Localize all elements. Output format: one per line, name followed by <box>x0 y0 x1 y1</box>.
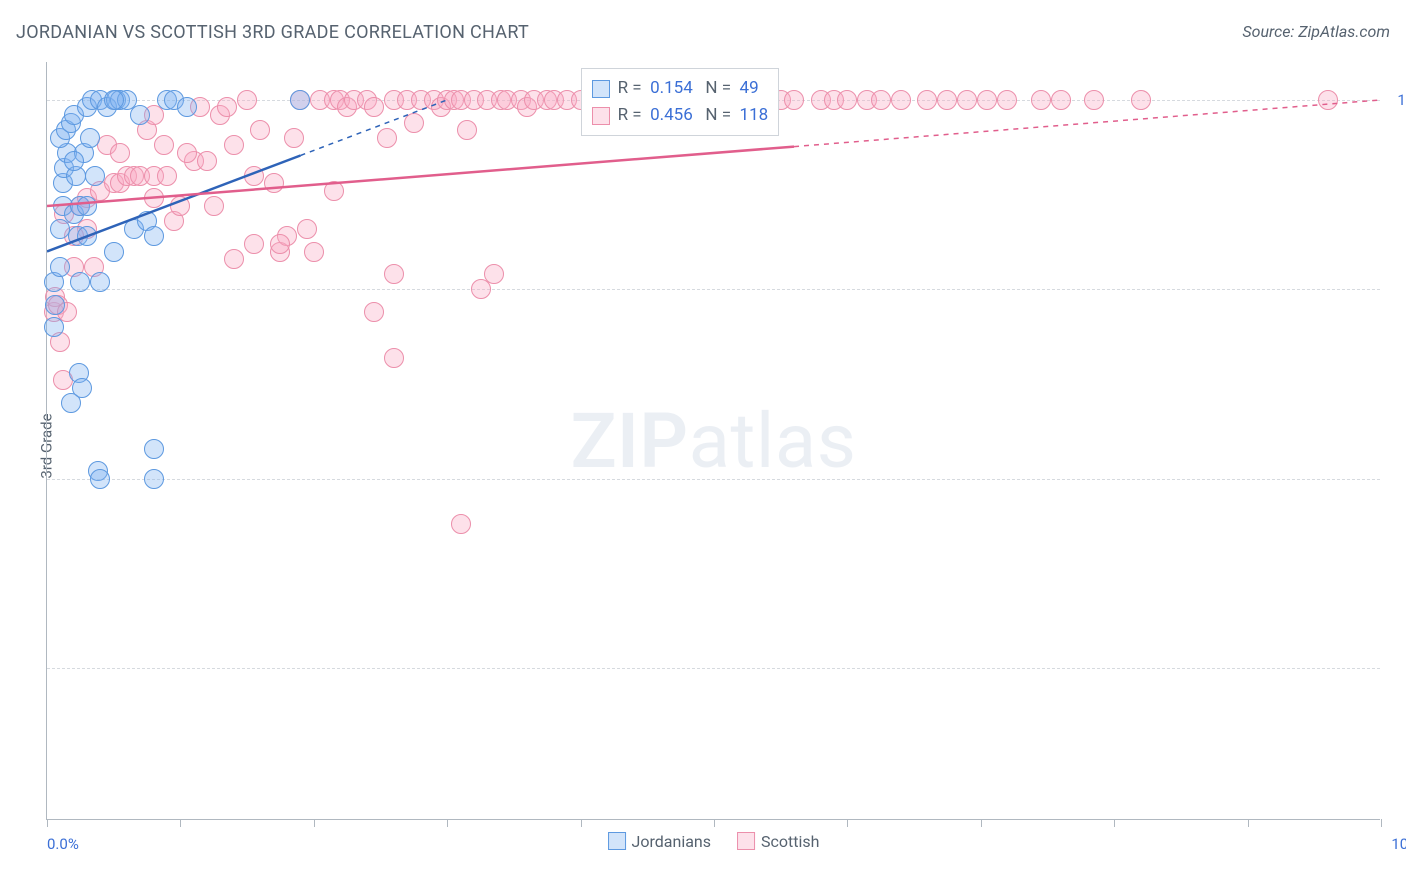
chart-header: JORDANIAN VS SCOTTISH 3RD GRADE CORRELAT… <box>16 22 1390 50</box>
data-point <box>50 257 70 277</box>
legend-swatch <box>608 832 626 850</box>
gridline <box>47 668 1380 669</box>
y-tick-label: 95.0% <box>1386 470 1406 488</box>
legend-item: Jordanians <box>608 832 711 851</box>
x-min-label: 0.0% <box>47 835 79 853</box>
scatter-plot: ZIPatlas 92.5%95.0%97.5%100.0%0.0%100.0%… <box>46 62 1380 820</box>
gridline <box>47 479 1380 480</box>
data-point <box>144 188 164 208</box>
data-point <box>70 272 90 292</box>
legend-swatch <box>737 832 755 850</box>
x-tick <box>1114 819 1115 827</box>
data-point <box>90 272 110 292</box>
data-point <box>64 151 84 171</box>
data-point <box>61 393 81 413</box>
data-point <box>471 279 491 299</box>
data-point <box>177 97 197 117</box>
data-point <box>177 143 197 163</box>
data-point <box>244 166 264 186</box>
data-point <box>977 90 997 110</box>
data-point <box>404 113 424 133</box>
data-point <box>384 348 404 368</box>
x-tick <box>1248 819 1249 827</box>
watermark: ZIPatlas <box>571 396 857 486</box>
data-point <box>1084 90 1104 110</box>
data-point <box>284 128 304 148</box>
data-point <box>457 120 477 140</box>
x-max-label: 100.0% <box>1391 835 1406 853</box>
x-tick <box>47 819 48 827</box>
data-point <box>90 469 110 489</box>
data-point <box>1318 90 1338 110</box>
data-point <box>85 166 105 186</box>
data-point <box>1031 90 1051 110</box>
x-tick <box>714 819 715 827</box>
gridline <box>47 289 1380 290</box>
data-point <box>957 90 977 110</box>
data-point <box>157 166 177 186</box>
data-point <box>170 196 190 216</box>
data-point <box>44 317 64 337</box>
data-point <box>224 249 244 269</box>
source-label: Source: ZipAtlas.com <box>1242 22 1390 41</box>
x-tick <box>981 819 982 827</box>
data-point <box>304 242 324 262</box>
data-point <box>784 90 804 110</box>
data-point <box>871 90 891 110</box>
data-point <box>290 90 310 110</box>
data-point <box>197 151 217 171</box>
y-tick-label: 97.5% <box>1386 280 1406 298</box>
data-point <box>270 234 290 254</box>
data-point <box>77 196 97 216</box>
chart-title: JORDANIAN VS SCOTTISH 3RD GRADE CORRELAT… <box>16 22 529 43</box>
x-tick <box>447 819 448 827</box>
data-point <box>250 120 270 140</box>
data-point <box>144 469 164 489</box>
x-tick <box>314 819 315 827</box>
data-point <box>104 242 124 262</box>
data-point <box>937 90 957 110</box>
data-point <box>997 90 1017 110</box>
data-point <box>80 128 100 148</box>
data-point <box>144 439 164 459</box>
y-tick-label: 92.5% <box>1386 659 1406 677</box>
data-point <box>377 128 397 148</box>
data-point <box>224 135 244 155</box>
data-point <box>917 90 937 110</box>
series-legend: Jordanians Scottish <box>608 832 820 851</box>
data-point <box>264 173 284 193</box>
data-point <box>891 90 911 110</box>
data-point <box>364 302 384 322</box>
data-point <box>45 295 65 315</box>
data-point <box>364 97 384 117</box>
data-point <box>384 264 404 284</box>
legend-stats-text: R = 0.456 N = 118 <box>618 102 769 129</box>
data-point <box>237 90 257 110</box>
legend-swatch <box>592 80 610 98</box>
data-point <box>837 90 857 110</box>
y-tick-label: 100.0% <box>1386 91 1406 109</box>
x-tick <box>180 819 181 827</box>
x-tick <box>847 819 848 827</box>
data-point <box>1051 90 1071 110</box>
legend-swatch <box>592 107 610 125</box>
data-point <box>130 105 150 125</box>
data-point <box>144 226 164 246</box>
data-point <box>77 226 97 246</box>
stats-legend: R = 0.154 N = 49R = 0.456 N = 118 <box>581 68 780 136</box>
data-point <box>110 143 130 163</box>
legend-item: Scottish <box>737 832 819 851</box>
x-tick <box>581 819 582 827</box>
data-point <box>1131 90 1151 110</box>
data-point <box>104 90 124 110</box>
data-point <box>324 181 344 201</box>
legend-stats-text: R = 0.154 N = 49 <box>618 75 759 102</box>
data-point <box>451 514 471 534</box>
data-point <box>297 219 317 239</box>
data-point <box>217 97 237 117</box>
data-point <box>204 196 224 216</box>
data-point <box>154 135 174 155</box>
data-point <box>244 234 264 254</box>
x-tick <box>1381 819 1382 827</box>
